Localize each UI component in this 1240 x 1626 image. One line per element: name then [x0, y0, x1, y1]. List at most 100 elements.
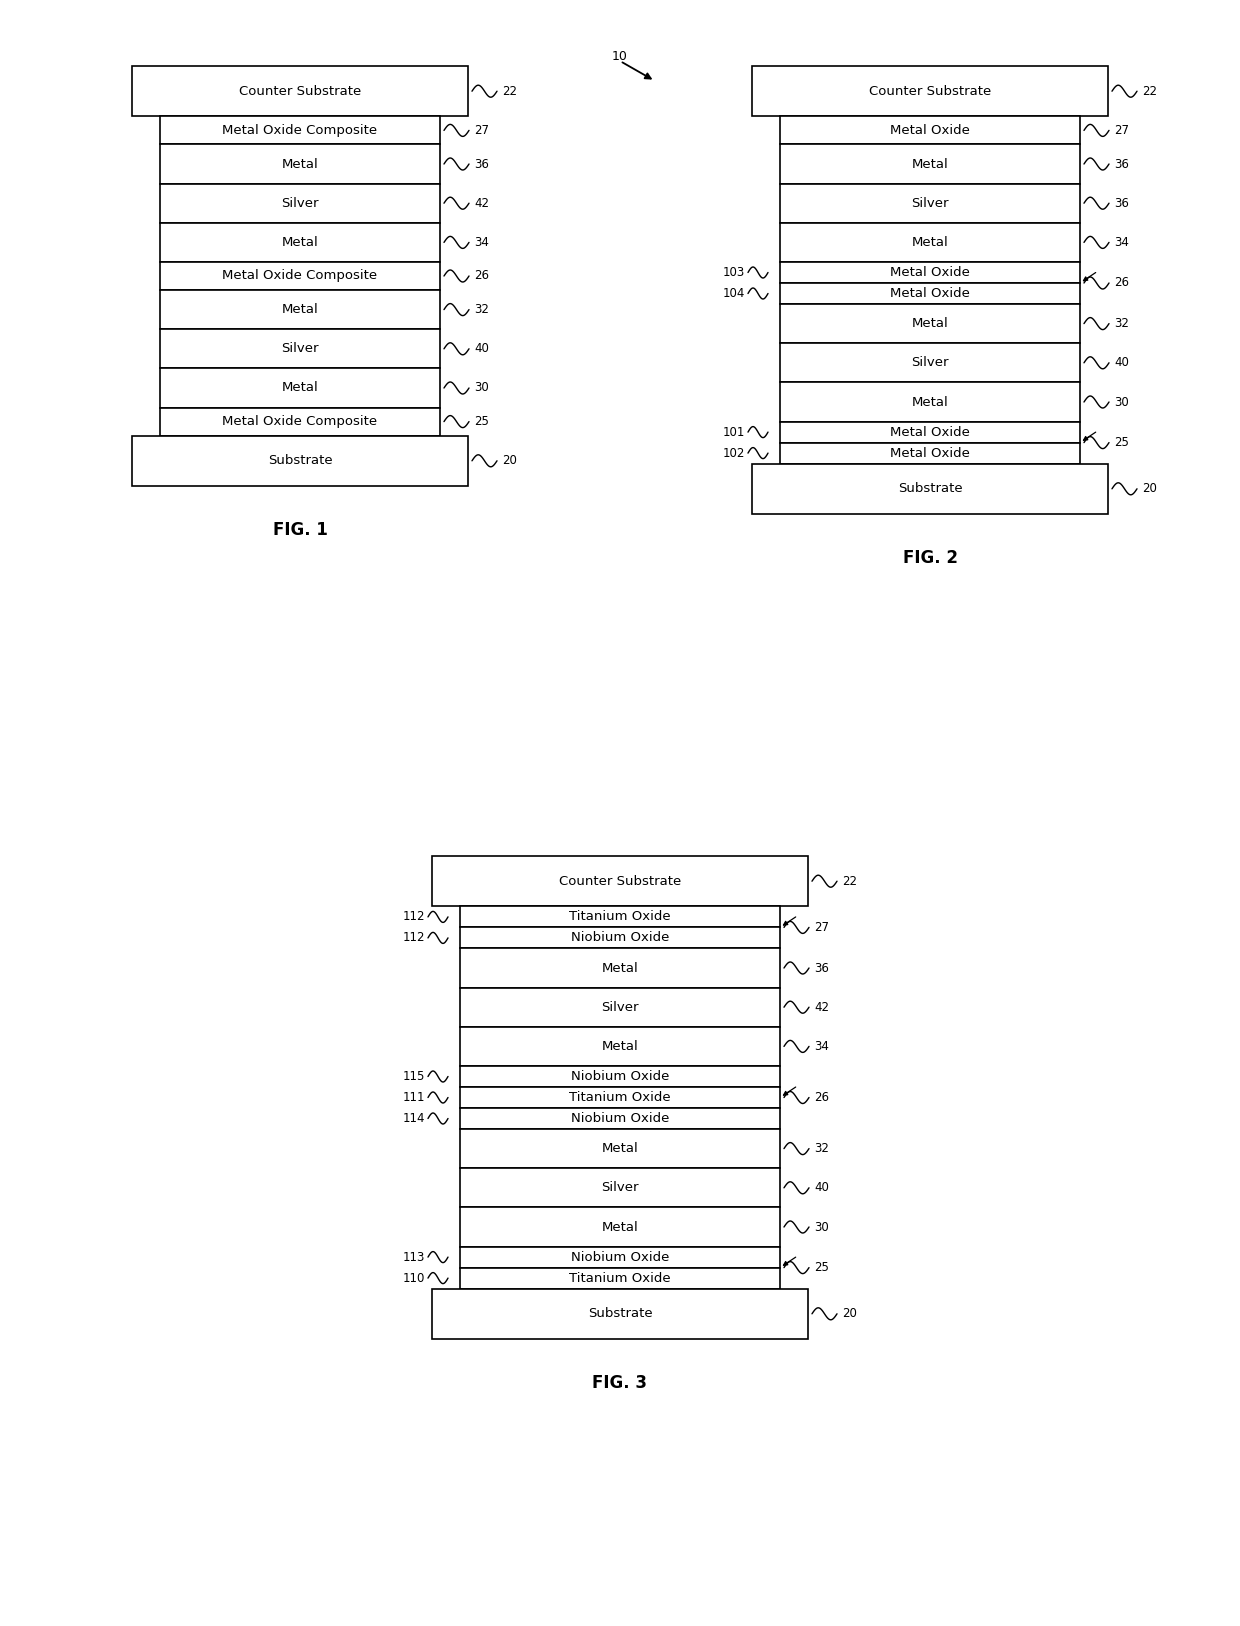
Text: Silver: Silver	[911, 197, 949, 210]
Text: 27: 27	[813, 920, 830, 933]
Bar	[460, 1107, 780, 1128]
Text: Silver: Silver	[911, 356, 949, 369]
Text: 103: 103	[723, 267, 745, 280]
Text: 101: 101	[723, 426, 745, 439]
Text: Metal Oxide: Metal Oxide	[890, 288, 970, 301]
Text: 40: 40	[1114, 356, 1128, 369]
Text: Counter Substrate: Counter Substrate	[559, 875, 681, 888]
Text: 40: 40	[474, 343, 489, 356]
Text: 34: 34	[474, 236, 489, 249]
Text: Metal: Metal	[911, 395, 949, 408]
Text: Metal Oxide: Metal Oxide	[890, 267, 970, 280]
Text: 10: 10	[613, 49, 627, 62]
Text: Metal: Metal	[911, 317, 949, 330]
Bar	[160, 223, 440, 262]
Text: 32: 32	[474, 302, 489, 315]
Bar	[460, 927, 780, 948]
Bar	[460, 1128, 780, 1167]
Text: 111: 111	[403, 1091, 425, 1104]
Bar	[460, 1167, 780, 1208]
Text: Silver: Silver	[281, 343, 319, 356]
Bar	[780, 421, 1080, 442]
Bar	[460, 987, 780, 1026]
Text: 27: 27	[474, 124, 489, 137]
Text: 114: 114	[403, 1112, 425, 1125]
Bar	[160, 289, 440, 328]
Text: 20: 20	[502, 454, 517, 467]
Text: 36: 36	[1114, 197, 1128, 210]
Text: Metal Oxide Composite: Metal Oxide Composite	[222, 270, 377, 283]
Text: 20: 20	[842, 1307, 857, 1320]
Bar	[780, 442, 1080, 463]
Text: 104: 104	[723, 288, 745, 301]
Text: FIG. 3: FIG. 3	[593, 1374, 647, 1392]
Text: 22: 22	[842, 875, 857, 888]
Text: 20: 20	[1142, 483, 1157, 496]
Bar	[131, 436, 467, 486]
Text: Titanium Oxide: Titanium Oxide	[569, 1272, 671, 1285]
Bar	[160, 145, 440, 184]
Text: 25: 25	[1114, 436, 1128, 449]
Text: 113: 113	[403, 1250, 425, 1263]
Bar	[160, 408, 440, 436]
Text: Niobium Oxide: Niobium Oxide	[570, 1070, 670, 1083]
Text: 22: 22	[502, 85, 517, 98]
Bar	[460, 1088, 780, 1107]
Bar	[780, 382, 1080, 421]
Text: 26: 26	[1114, 276, 1128, 289]
Bar	[460, 1268, 780, 1288]
Text: 26: 26	[474, 270, 489, 283]
Bar	[160, 184, 440, 223]
Bar	[460, 1247, 780, 1268]
Text: 40: 40	[813, 1182, 828, 1195]
Text: Metal Oxide: Metal Oxide	[890, 426, 970, 439]
Bar	[751, 67, 1109, 117]
Bar	[432, 1288, 808, 1338]
Bar	[780, 145, 1080, 184]
Bar	[160, 328, 440, 369]
Text: Substrate: Substrate	[588, 1307, 652, 1320]
Bar	[460, 906, 780, 927]
Text: 34: 34	[813, 1041, 828, 1054]
Text: 27: 27	[1114, 124, 1128, 137]
Text: 25: 25	[474, 415, 489, 428]
Text: Niobium Oxide: Niobium Oxide	[570, 932, 670, 945]
Text: 112: 112	[403, 932, 425, 945]
Bar	[460, 1208, 780, 1247]
Text: Substrate: Substrate	[268, 454, 332, 467]
Text: Metal Oxide: Metal Oxide	[890, 447, 970, 460]
Text: Metal Oxide Composite: Metal Oxide Composite	[222, 415, 377, 428]
Text: 36: 36	[1114, 158, 1128, 171]
Text: 30: 30	[474, 382, 489, 395]
Text: Niobium Oxide: Niobium Oxide	[570, 1112, 670, 1125]
Text: 26: 26	[813, 1091, 830, 1104]
Text: Silver: Silver	[601, 1182, 639, 1195]
Text: Counter Substrate: Counter Substrate	[239, 85, 361, 98]
Text: Titanium Oxide: Titanium Oxide	[569, 911, 671, 924]
Bar	[160, 117, 440, 145]
Text: Metal: Metal	[281, 158, 319, 171]
Text: 30: 30	[813, 1221, 828, 1234]
Text: 36: 36	[813, 961, 828, 974]
Text: 115: 115	[403, 1070, 425, 1083]
Text: Substrate: Substrate	[898, 483, 962, 496]
Text: 102: 102	[723, 447, 745, 460]
Text: Metal: Metal	[281, 382, 319, 395]
Bar	[160, 369, 440, 408]
Text: Metal Oxide Composite: Metal Oxide Composite	[222, 124, 377, 137]
Text: Metal: Metal	[601, 961, 639, 974]
Text: Metal: Metal	[281, 302, 319, 315]
Text: FIG. 2: FIG. 2	[903, 550, 957, 567]
Bar	[460, 1067, 780, 1088]
Text: Counter Substrate: Counter Substrate	[869, 85, 991, 98]
Bar	[780, 304, 1080, 343]
Text: 32: 32	[1114, 317, 1128, 330]
Text: 42: 42	[813, 1000, 830, 1013]
Bar	[460, 948, 780, 987]
Text: 112: 112	[403, 911, 425, 924]
Text: Metal: Metal	[601, 1141, 639, 1154]
Text: 42: 42	[474, 197, 489, 210]
Bar	[780, 283, 1080, 304]
Bar	[780, 117, 1080, 145]
Text: Metal: Metal	[601, 1041, 639, 1054]
